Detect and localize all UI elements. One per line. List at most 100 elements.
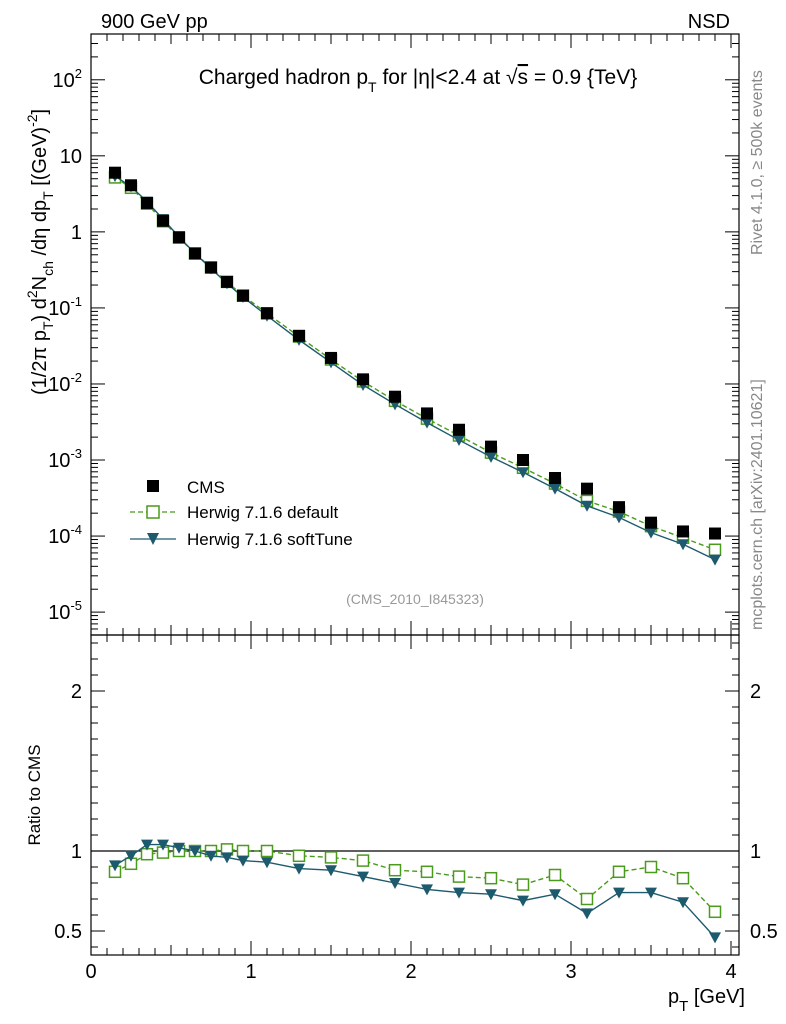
main-point-cms xyxy=(293,329,305,342)
main-point-softtune xyxy=(421,417,433,429)
main-point-cms xyxy=(549,472,561,485)
main-point-softtune xyxy=(549,483,561,495)
ratio-y-axis-label: Ratio to CMS xyxy=(25,744,44,845)
main-point-cms xyxy=(325,351,337,364)
ratio-panel-frame xyxy=(90,634,740,956)
main-y-tick-label: 10-1 xyxy=(48,294,82,320)
x-tick-label: 3 xyxy=(565,961,576,983)
x-tick-label: 0 xyxy=(85,961,96,983)
main-point-cms xyxy=(173,231,185,244)
main-point-cms xyxy=(645,516,657,529)
rivet-version-text: Rivet 4.1.0, ≥ 500k events xyxy=(749,70,766,255)
ratio-point-softtune xyxy=(293,863,305,875)
main-point-cms xyxy=(453,423,465,436)
main-y-axis-label: (1/2π pT) d2Nch /dη dpT [(GeV)-2] xyxy=(24,109,56,395)
ratio-point-default xyxy=(324,851,338,864)
main-point-cms xyxy=(677,525,689,538)
header-left: 900 GeV pp xyxy=(101,11,208,33)
ratio-point-default xyxy=(356,854,370,867)
main-point-softtune xyxy=(645,527,657,539)
ratio-point-softtune xyxy=(645,887,657,899)
ratio-y-tick-label: 0.5 xyxy=(54,921,82,943)
x-tick-label: 4 xyxy=(725,961,736,983)
ratio-point-default xyxy=(260,844,274,858)
main-point-cms xyxy=(261,307,273,320)
legend-label-softtune: Herwig 7.1.6 softTune xyxy=(187,530,353,549)
ratio-point-default xyxy=(236,844,250,858)
ratio-y-tick-label-right: 1 xyxy=(750,841,761,863)
ratio-point-default xyxy=(580,892,594,906)
main-point-cms xyxy=(709,527,721,540)
ratio-point-softtune xyxy=(173,842,185,854)
header-right: NSD xyxy=(688,11,730,33)
x-axis-label: pT [GeV] xyxy=(668,986,745,1015)
ratio-point-default xyxy=(420,865,434,879)
main-point-softtune xyxy=(677,539,689,551)
main-point-cms xyxy=(237,289,249,302)
main-point-softtune xyxy=(485,451,497,463)
legend-label-cms: CMS xyxy=(187,478,225,497)
ratio-point-softtune xyxy=(205,850,217,862)
main-point-cms xyxy=(613,501,625,514)
axes-layer: 10-5 10-4 10-3 10-2 10-1 1 10 102 0 1 2 3 4 0.5 0.5 1 1 2… xyxy=(48,33,778,983)
ratio-point-softtune xyxy=(237,855,249,867)
main-point-softtune xyxy=(453,435,465,447)
ratio-point-default xyxy=(484,871,498,885)
main-point-cms xyxy=(389,390,401,403)
main-point-cms xyxy=(517,454,529,467)
main-y-tick-label: 102 xyxy=(53,66,82,92)
legend-label-default: Herwig 7.1.6 default xyxy=(187,503,338,522)
ratio-point-softtune xyxy=(261,857,273,869)
ratio-point-softtune xyxy=(141,839,153,851)
ratio-point-softtune xyxy=(517,895,529,907)
legend-marker-softtune xyxy=(147,533,159,545)
mcplots-credit-text: mcplots.cern.ch [arXiv:2401.10621] xyxy=(749,379,766,630)
legend-marker-default xyxy=(146,505,160,519)
x-tick-label: 1 xyxy=(245,961,256,983)
ratio-y-tick-label: 2 xyxy=(71,681,82,703)
ratio-point-softtune xyxy=(125,850,137,862)
ratio-point-softtune xyxy=(677,897,689,909)
main-point-softtune xyxy=(517,467,529,479)
ratio-point-softtune xyxy=(157,839,169,851)
main-point-cms xyxy=(141,196,153,209)
ratio-point-default xyxy=(548,868,562,882)
main-point-default xyxy=(708,543,722,557)
ratio-point-default xyxy=(388,863,402,877)
ratio-point-default xyxy=(516,878,530,891)
ratio-point-softtune xyxy=(485,889,497,901)
main-y-tick-label: 10-3 xyxy=(48,446,82,472)
main-y-tick-label: 10-2 xyxy=(48,370,82,396)
main-point-cms xyxy=(221,275,233,288)
ratio-point-default xyxy=(292,849,306,863)
ratio-point-softtune xyxy=(709,932,721,944)
ratio-point-default xyxy=(676,871,690,885)
main-point-cms xyxy=(581,482,593,495)
main-point-cms xyxy=(157,214,169,227)
ratio-line-softtune xyxy=(114,843,716,938)
main-point-cms xyxy=(125,179,137,192)
main-point-softtune xyxy=(709,554,721,566)
main-point-cms xyxy=(189,247,201,260)
main-point-cms xyxy=(205,261,217,274)
ratio-point-softtune xyxy=(389,878,401,889)
main-point-cms xyxy=(109,166,121,179)
main-y-tick-label: 10 xyxy=(60,146,82,168)
ratio-y-tick-label-right: 2 xyxy=(750,681,761,703)
ratio-y-tick-label-right: 0.5 xyxy=(750,921,778,943)
ratio-point-softtune xyxy=(109,860,121,872)
ratio-y-tick-label: 1 xyxy=(71,841,82,863)
ratio-point-default xyxy=(708,905,722,919)
ratio-point-default xyxy=(644,860,658,874)
data-layer xyxy=(108,166,722,944)
ratio-point-default xyxy=(452,870,466,883)
main-y-tick-label: 10-4 xyxy=(48,522,82,548)
ratio-point-softtune xyxy=(325,865,337,877)
ratio-point-softtune xyxy=(549,889,561,901)
ratio-point-default xyxy=(612,865,626,879)
legend: CMS Herwig 7.1.6 default Herwig 7.1.6 so… xyxy=(130,478,353,549)
ratio-line-default xyxy=(114,848,716,913)
ratio-point-softtune xyxy=(189,846,201,857)
ratio-point-softtune xyxy=(357,871,369,883)
